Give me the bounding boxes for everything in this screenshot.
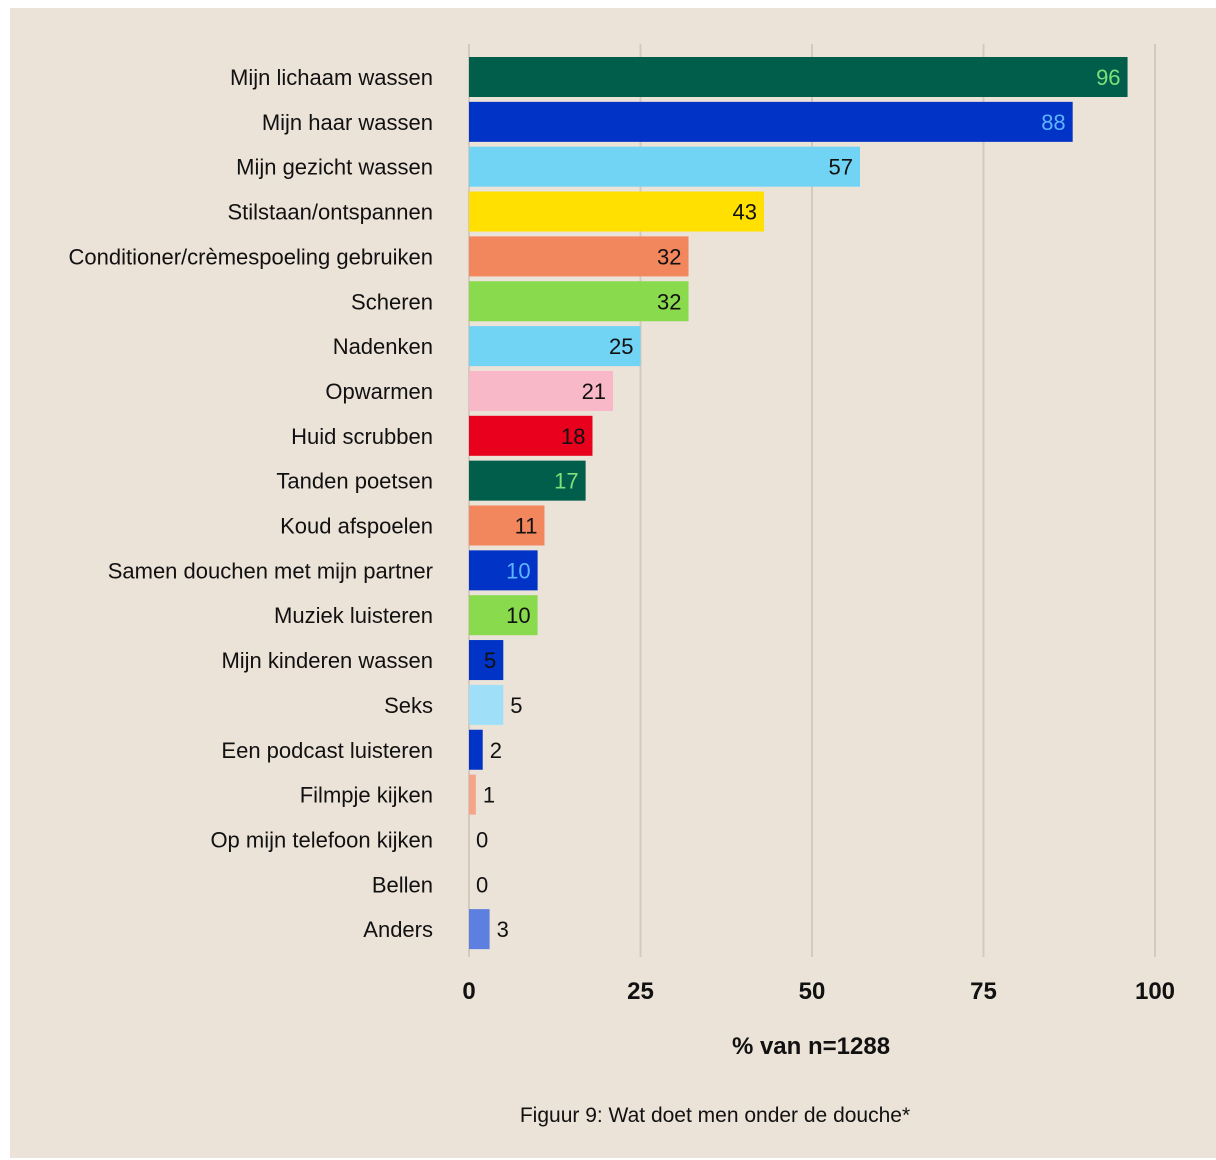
value-label: 32 — [657, 244, 681, 269]
bar — [469, 460, 586, 501]
category-label: Koud afspoelen — [280, 514, 433, 539]
category-label: Filmpje kijken — [300, 783, 433, 808]
category-label: Scheren — [351, 289, 433, 314]
bar — [469, 505, 545, 546]
value-label: 96 — [1096, 65, 1120, 90]
value-label: 1 — [483, 783, 495, 808]
bar — [469, 550, 538, 591]
bar — [469, 729, 483, 770]
bar — [469, 684, 504, 725]
category-label: Anders — [363, 917, 433, 942]
category-label: Huid scrubben — [291, 424, 433, 449]
category-label: Mijn gezicht wassen — [236, 155, 433, 180]
category-label: Mijn kinderen wassen — [221, 648, 433, 673]
x-tick-label: 50 — [799, 978, 826, 1005]
value-label: 3 — [497, 917, 509, 942]
category-label: Op mijn telefoon kijken — [210, 827, 433, 852]
bar — [469, 281, 689, 322]
value-label: 11 — [515, 514, 538, 539]
bar — [469, 146, 861, 187]
bar — [469, 415, 593, 456]
bar — [469, 909, 490, 950]
category-label: Mijn lichaam wassen — [230, 65, 433, 90]
bar — [469, 101, 1073, 142]
value-label: 32 — [657, 289, 681, 314]
category-label: Stilstaan/ontspannen — [228, 200, 434, 225]
value-label: 5 — [510, 693, 522, 718]
value-label: 10 — [506, 558, 530, 583]
x-tick-label: 25 — [627, 978, 654, 1005]
bar — [469, 236, 689, 277]
value-label: 17 — [554, 469, 578, 494]
category-label: Mijn haar wassen — [262, 110, 433, 135]
figure-caption: Figuur 9: Wat doet men onder de douche* — [519, 1104, 911, 1127]
value-label: 0 — [476, 827, 488, 852]
category-label: Muziek luisteren — [274, 603, 433, 628]
category-label: Tanden poetsen — [276, 469, 433, 494]
x-tick-label: 100 — [1135, 978, 1175, 1005]
category-label: Samen douchen met mijn partner — [108, 558, 433, 583]
bar — [469, 326, 641, 367]
value-label: 0 — [476, 872, 488, 897]
value-label: 10 — [506, 603, 530, 628]
value-label: 57 — [829, 155, 853, 180]
category-label: Opwarmen — [325, 379, 433, 404]
value-label: 18 — [561, 424, 585, 449]
bar — [469, 191, 764, 232]
category-label: Nadenken — [333, 334, 433, 359]
value-label: 43 — [732, 200, 756, 225]
value-label: 21 — [582, 379, 606, 404]
category-label: Conditioner/crèmespoeling gebruiken — [69, 244, 433, 269]
x-tick-label: 75 — [970, 978, 997, 1005]
category-label: Seks — [384, 693, 433, 718]
bar — [469, 370, 614, 411]
bar — [469, 57, 1128, 97]
category-label: Een podcast luisteren — [221, 738, 433, 763]
value-label: 25 — [609, 334, 633, 359]
value-label: 2 — [490, 738, 502, 763]
x-axis-title: % van n=1288 — [731, 1033, 891, 1060]
x-tick-label: 0 — [462, 978, 475, 1005]
value-label: 5 — [484, 648, 496, 673]
value-label: 88 — [1041, 110, 1065, 135]
bar — [469, 595, 538, 636]
bar — [469, 774, 476, 815]
category-label: Bellen — [372, 872, 433, 897]
bar — [469, 640, 504, 681]
